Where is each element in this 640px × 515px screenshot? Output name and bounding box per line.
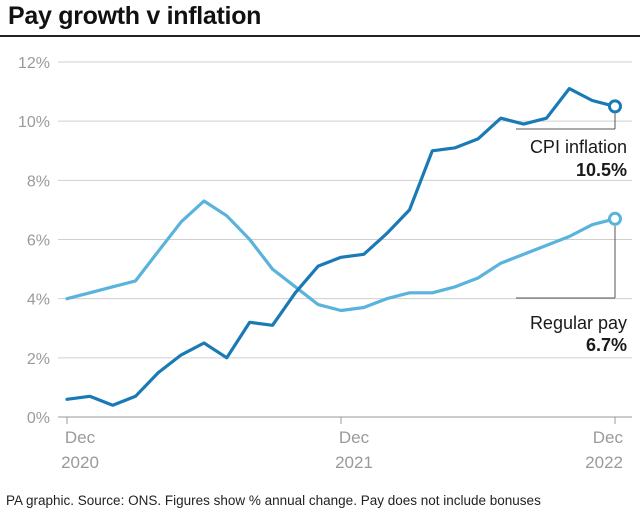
cpi-inflation-label: CPI inflation (530, 137, 627, 157)
series-lines (65, 86, 622, 407)
y-tick-label: 12% (18, 55, 50, 72)
line-chart: Dec 2020 Dec 2021 Dec 2022 0% 2% 4% 6% 8% 10% 12% C… (18, 55, 632, 472)
chart-title: Pay growth v inflation (8, 2, 262, 30)
regular-pay-endpoint (608, 211, 622, 226)
x-tick-label-year: 2022 (585, 453, 623, 472)
cpi-inflation-line (65, 86, 617, 407)
x-tick-label-month: Dec (339, 428, 370, 447)
regular-pay-label: Regular pay (530, 313, 627, 333)
y-tick-label: 6% (27, 233, 50, 250)
x-tick-label-year: 2020 (61, 453, 99, 472)
cpi-inflation-value-label: 10.5% (576, 160, 627, 180)
y-tick-label: 4% (27, 292, 50, 309)
x-tick-label-month: Dec (65, 428, 96, 447)
y-tick-label: 0% (27, 410, 50, 427)
regular-pay-line (65, 199, 617, 313)
x-axis: Dec 2020 Dec 2021 Dec 2022 (61, 417, 623, 472)
source-footer: PA graphic. Source: ONS. Figures show % … (6, 493, 541, 508)
x-tick-label-year: 2021 (335, 453, 373, 472)
title-divider (0, 35, 640, 37)
gridlines (58, 61, 632, 418)
y-tick-label: 10% (18, 114, 50, 131)
y-axis-labels: 0% 2% 4% 6% 8% 10% 12% (18, 55, 50, 427)
y-tick-label: 2% (27, 351, 50, 368)
regular-pay-value-label: 6.7% (586, 335, 627, 355)
cpi-inflation-endpoint (608, 99, 622, 114)
y-tick-label: 8% (27, 173, 50, 190)
x-tick-label-month: Dec (593, 428, 624, 447)
